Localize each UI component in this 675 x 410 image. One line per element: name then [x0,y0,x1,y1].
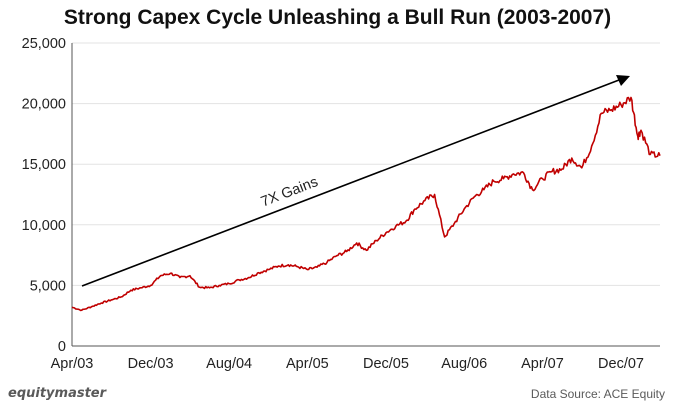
y-tick-label: 0 [58,339,66,355]
brand-logo: equitymaster [8,386,107,401]
x-tick-label: Dec/05 [363,356,409,372]
trend-annotation: 7X Gains [81,75,630,287]
trend-arrow-line [81,79,620,287]
trend-annotation-label: 7X Gains [259,174,320,210]
y-tick-label: 5,000 [30,278,66,294]
x-tick-label: Aug/06 [441,356,487,372]
x-tick-label: Dec/03 [128,356,174,372]
grid-lines [72,42,660,286]
y-tick-label: 10,000 [22,218,66,234]
x-axis: Apr/03 Dec/03 Aug/04 Apr/05 Dec/05 Aug/06 Apr/… [51,345,660,372]
y-tick-label: 15,000 [22,157,66,173]
chart-title: Strong Capex Cycle Unleashing a Bull Run… [63,6,612,29]
y-tick-label: 25,000 [22,36,66,52]
x-tick-label: Apr/05 [286,356,329,372]
y-tick-label: 20,000 [22,97,66,113]
x-tick-label: Dec/07 [598,356,644,372]
y-axis: 0 5,000 10,000 15,000 20,000 25,000 [22,36,73,355]
x-tick-label: Apr/07 [521,356,564,372]
trend-arrow-head [616,75,630,86]
x-tick-label: Aug/04 [206,356,252,372]
series-line [71,96,661,312]
data-source-note: Data Source: ACE Equity [530,387,665,401]
x-tick-label: Apr/03 [51,356,94,372]
